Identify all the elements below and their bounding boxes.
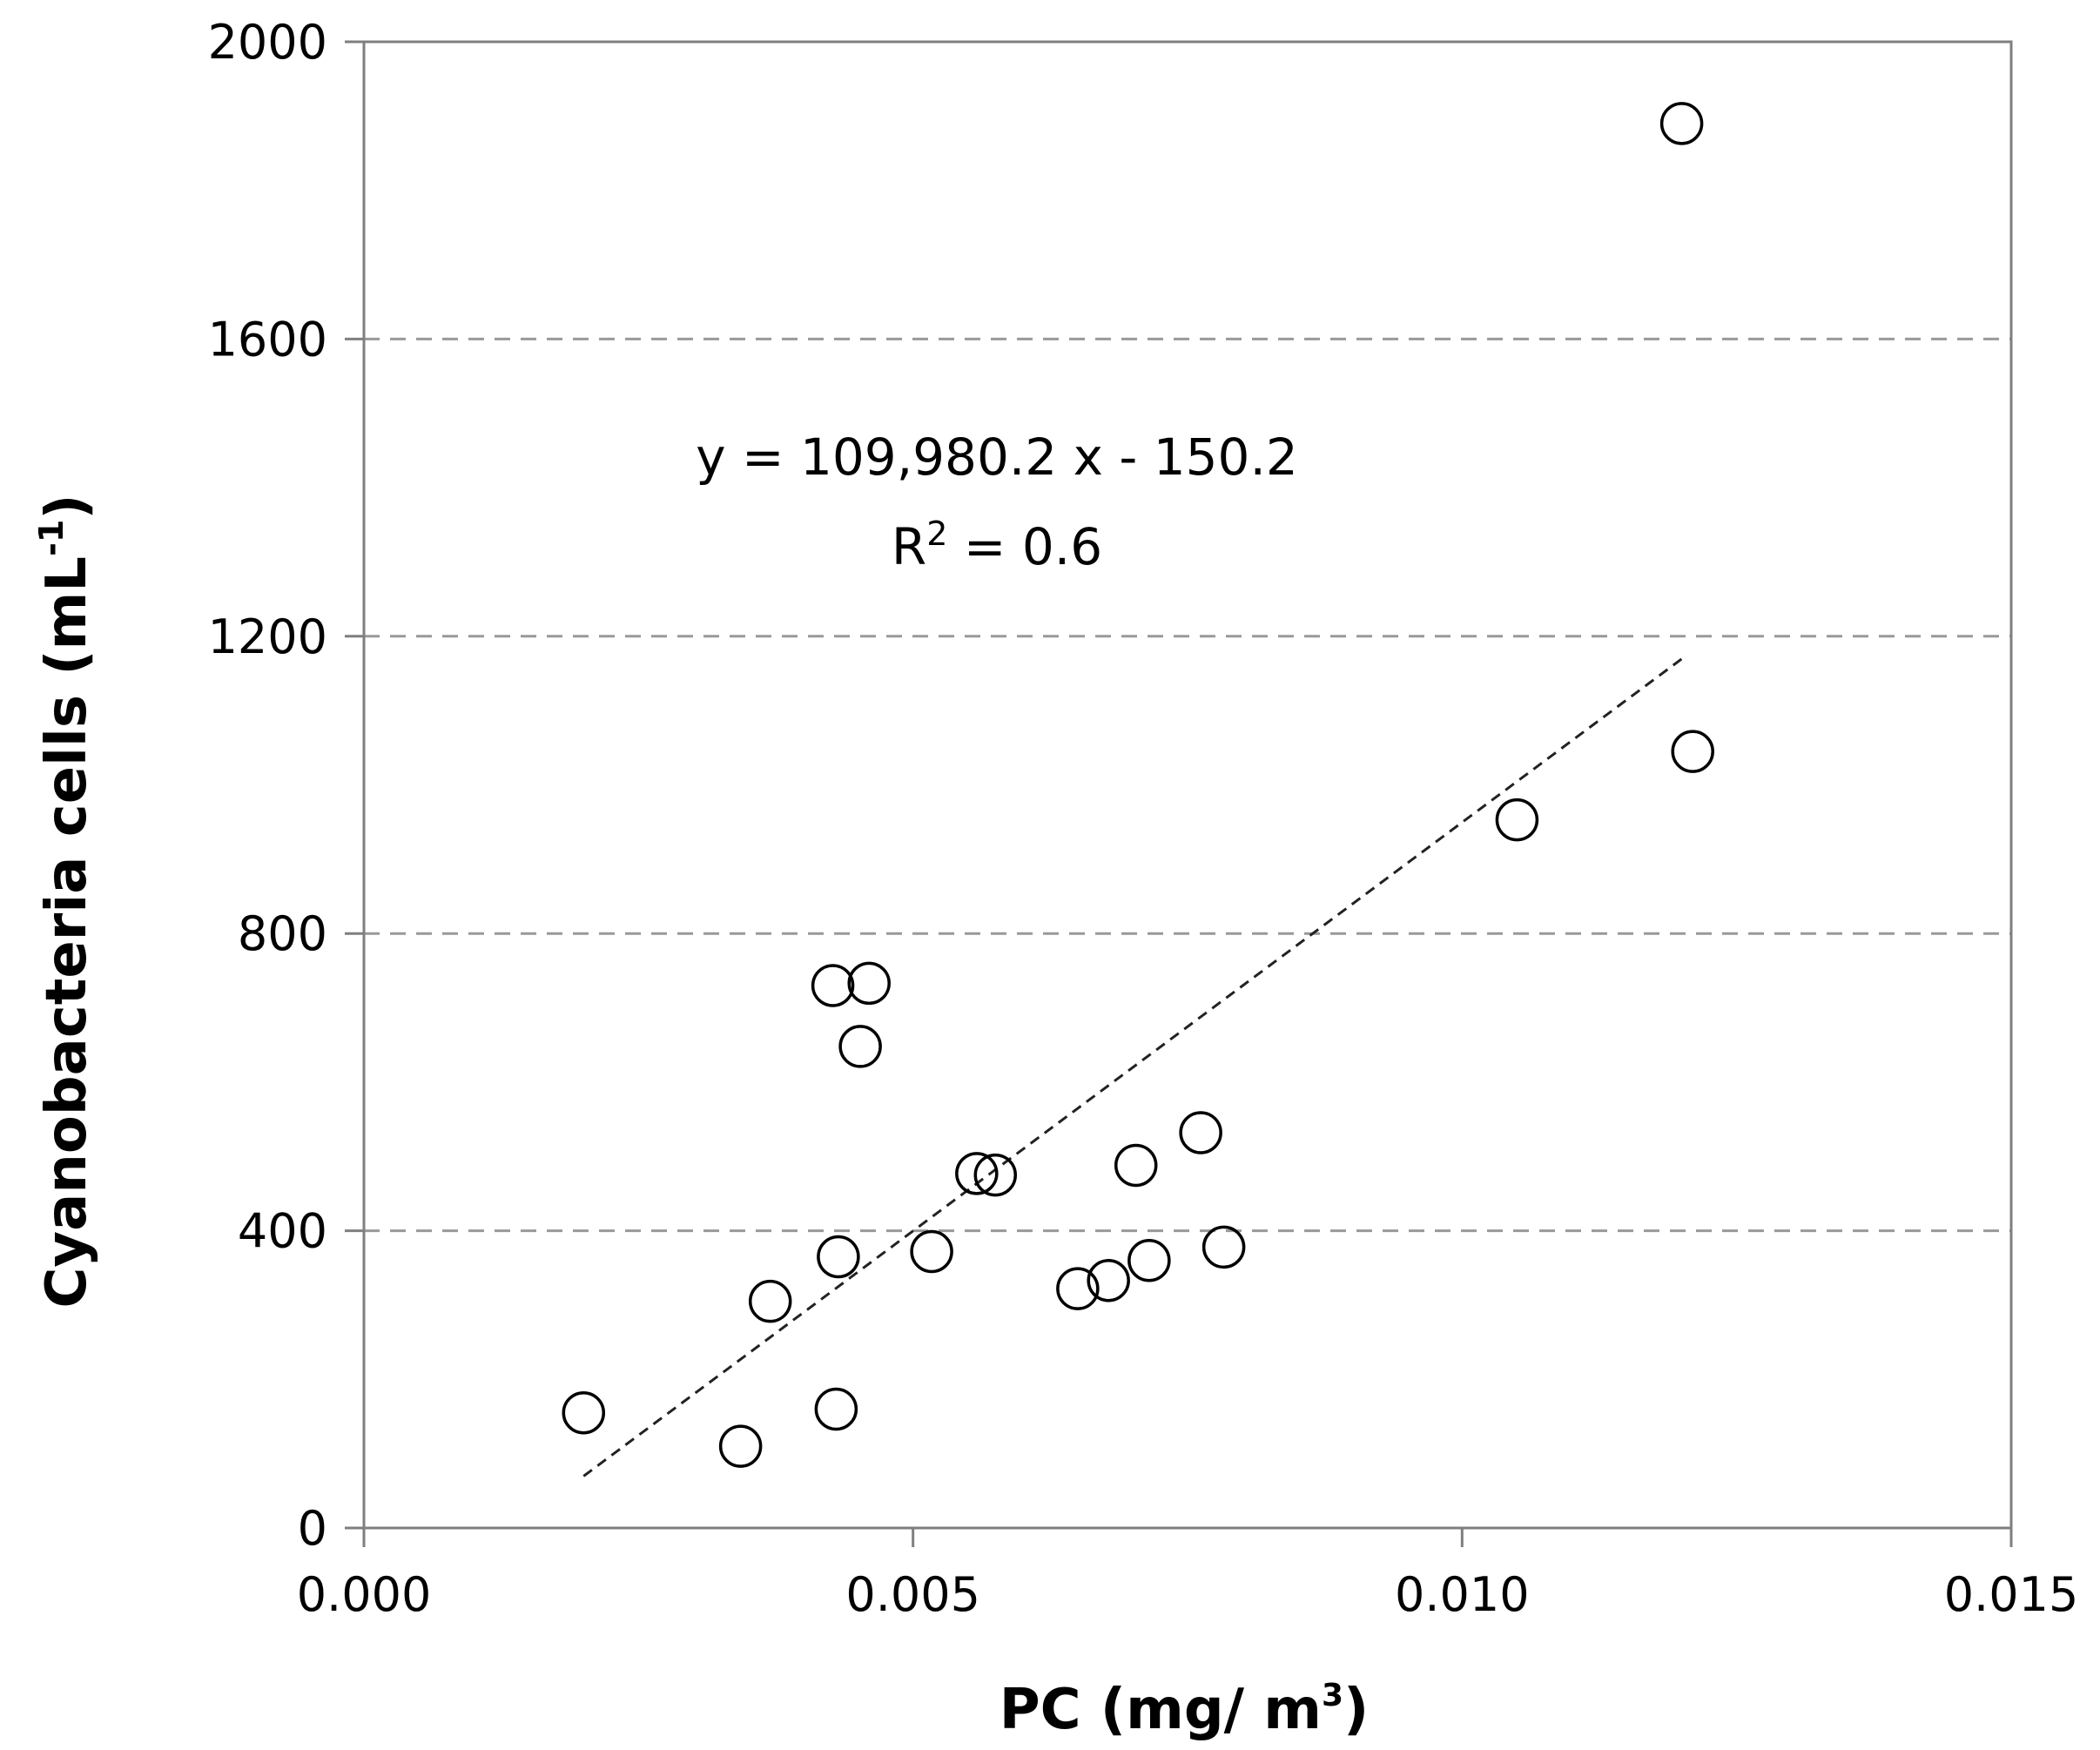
y-tick-label-0: 0 (298, 1501, 327, 1556)
data-point-13 (1114, 1143, 1158, 1188)
data-point-8 (910, 1229, 953, 1274)
y-axis-title-end: ) (35, 494, 99, 519)
x-axis-title: PC (mg/ m3) (1000, 1678, 1370, 1742)
gridlines (364, 337, 2011, 1233)
r-squared-label: R2 = 0.6 (892, 515, 1102, 576)
y-tick-label-400: 400 (238, 1204, 327, 1259)
data-point-5 (817, 1235, 860, 1279)
data-point-19 (1671, 730, 1714, 773)
r-squared-value: = 0.6 (947, 517, 1102, 576)
trendline-layer (582, 657, 1683, 1477)
data-point-7 (847, 961, 891, 1006)
data-point-14 (1127, 1238, 1171, 1282)
x-tick-label-0: 0.000 (297, 1567, 432, 1622)
y-axis-ticks: 0 400 800 1200 1600 2000 (208, 15, 364, 1556)
data-point-9 (955, 1152, 999, 1195)
data-point-6 (838, 1025, 882, 1068)
data-point-4 (814, 1387, 858, 1431)
data-point-17 (1495, 798, 1539, 842)
y-axis-title-main: Cyanobacteria cells (mL (35, 556, 99, 1309)
data-point-10 (973, 1153, 1018, 1197)
plot-area-frame (362, 40, 2013, 1530)
data-point-2 (748, 1279, 792, 1323)
trendline (582, 657, 1683, 1477)
data-point-16 (1201, 1225, 1246, 1269)
trendline-equation: y = 109,980.2 x - 150.2 (696, 427, 1298, 487)
data-point-18 (1659, 102, 1704, 145)
data-point-15 (1179, 1111, 1222, 1154)
y-tick-label-1200: 1200 (208, 609, 327, 664)
y-tick-label-800: 800 (238, 906, 327, 961)
y-tick-label-2000: 2000 (208, 15, 327, 70)
x-axis-title-superscript: 3 (1322, 1678, 1343, 1713)
y-tick-label-1600: 1600 (208, 312, 327, 367)
x-tick-label-2: 0.010 (1395, 1567, 1530, 1622)
data-point-11 (1056, 1267, 1100, 1310)
data-point-1 (718, 1424, 763, 1468)
y-axis-title: Cyanobacteria cells (mL-1) (32, 494, 99, 1308)
y-axis-title-superscript: -1 (32, 520, 71, 556)
x-tick-label-3: 0.015 (1944, 1567, 2079, 1622)
r-squared-prefix: R (892, 517, 926, 576)
data-points (562, 102, 1714, 1468)
data-point-0 (562, 1390, 606, 1435)
data-point-12 (1087, 1259, 1130, 1302)
x-axis-title-main: PC (mg/ m (1000, 1678, 1322, 1742)
x-axis-ticks: 0.000 0.005 0.010 0.015 (297, 1528, 2079, 1622)
r-squared-superscript: 2 (926, 515, 947, 553)
x-tick-label-1: 0.005 (845, 1567, 980, 1622)
data-point-3 (811, 964, 855, 1007)
x-axis-title-end: ) (1343, 1678, 1369, 1742)
